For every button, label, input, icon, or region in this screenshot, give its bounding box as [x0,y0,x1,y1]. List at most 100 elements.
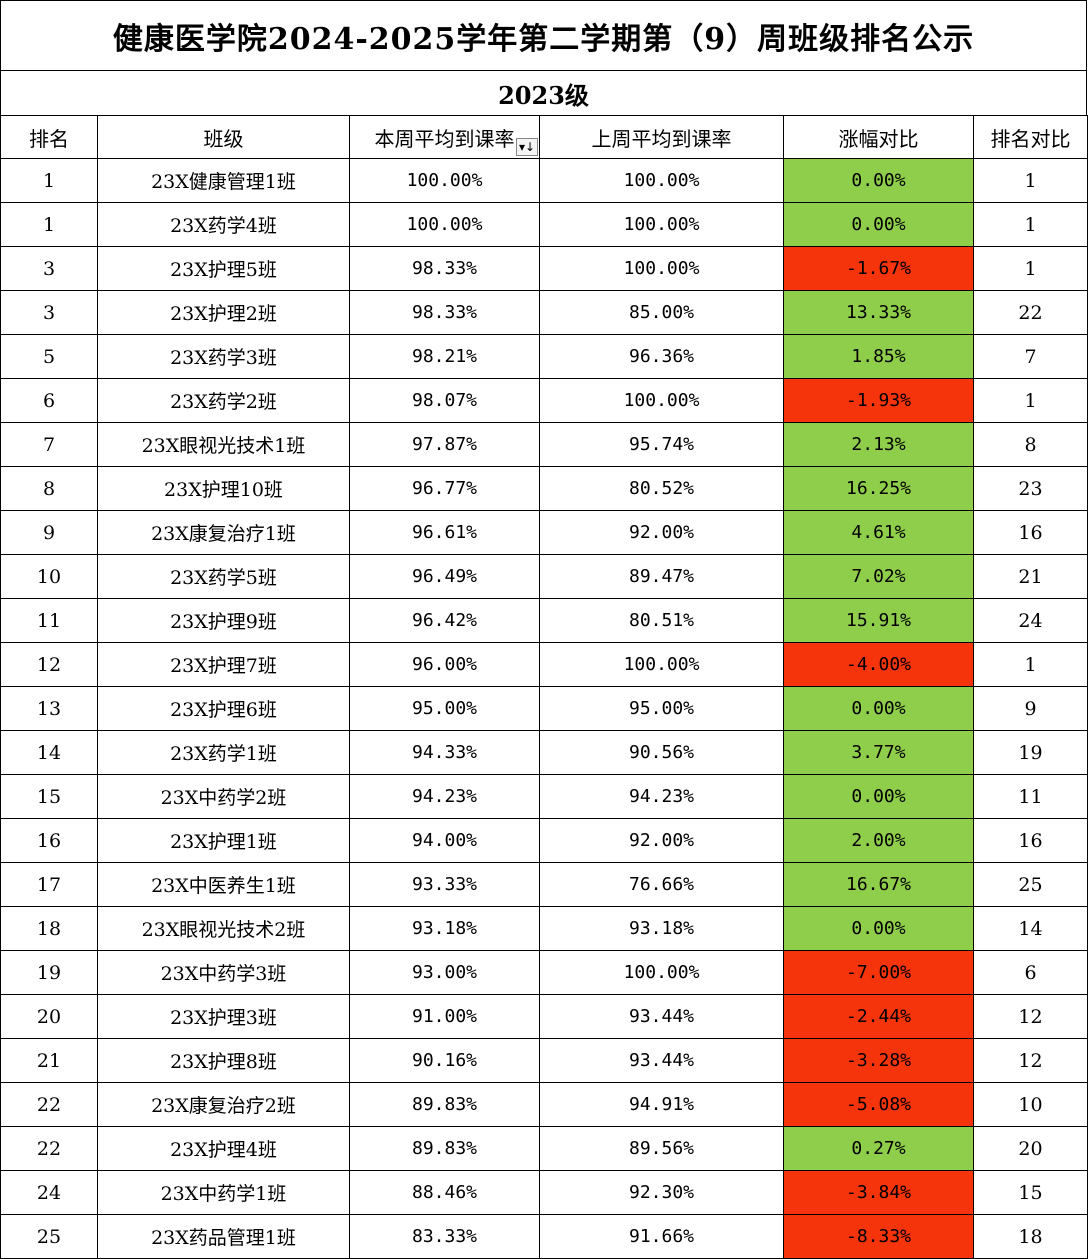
table-row: 16 23X护理1班 94.00% 92.00% 2.00% 16 [0,818,1088,863]
change-cell: -3.84% [783,1170,974,1215]
prev-rank-cell: 22 [973,290,1088,335]
prev-rank-cell: 9 [973,686,1088,731]
rank-cell: 10 [0,554,98,599]
this-week-cell: 89.83% [349,1082,540,1127]
rank-cell: 6 [0,378,98,423]
this-week-cell: 93.18% [349,906,540,951]
rank-cell: 20 [0,994,98,1039]
table-row: 5 23X药学3班 98.21% 96.36% 1.85% 7 [0,334,1088,379]
change-cell: -4.00% [783,642,974,687]
rank-cell: 1 [0,158,98,203]
last-week-cell: 100.00% [539,378,784,423]
rank-cell: 1 [0,202,98,247]
this-week-cell: 93.00% [349,950,540,995]
change-cell: 2.13% [783,422,974,467]
this-week-cell: 100.00% [349,158,540,203]
last-week-cell: 100.00% [539,950,784,995]
table-row: 13 23X护理6班 95.00% 95.00% 0.00% 9 [0,686,1088,731]
sort-filter-icon[interactable]: ▾↓ [516,138,538,156]
table-row: 9 23X康复治疗1班 96.61% 92.00% 4.61% 16 [0,510,1088,555]
table-row: 3 23X护理5班 98.33% 100.00% -1.67% 1 [0,246,1088,291]
this-week-cell: 97.87% [349,422,540,467]
header-this-week-label: 本周平均到课率 [374,126,515,151]
this-week-cell: 89.83% [349,1126,540,1171]
this-week-cell: 96.49% [349,554,540,599]
prev-rank-cell: 7 [973,334,1088,379]
last-week-cell: 100.00% [539,202,784,247]
header-rank: 排名 [0,115,98,159]
prev-rank-cell: 1 [973,378,1088,423]
rank-cell: 3 [0,290,98,335]
table-row: 22 23X护理4班 89.83% 89.56% 0.27% 20 [0,1126,1088,1171]
change-cell: 0.00% [783,906,974,951]
last-week-cell: 92.00% [539,510,784,555]
table-row: 22 23X康复治疗2班 89.83% 94.91% -5.08% 10 [0,1082,1088,1127]
change-cell: 13.33% [783,290,974,335]
this-week-cell: 98.33% [349,246,540,291]
class-cell: 23X中药学3班 [97,950,350,995]
last-week-cell: 93.44% [539,1038,784,1083]
class-cell: 23X护理9班 [97,598,350,643]
class-cell: 23X护理7班 [97,642,350,687]
class-cell: 23X护理10班 [97,466,350,511]
prev-rank-cell: 10 [973,1082,1088,1127]
prev-rank-cell: 11 [973,774,1088,819]
ranking-table: 排名 班级 本周平均到课率 ▾↓ 上周平均到课率 涨幅对比 排名对比 1 23X健康… [0,115,1088,1259]
class-cell: 23X药学2班 [97,378,350,423]
change-cell: 0.00% [783,202,974,247]
last-week-cell: 93.18% [539,906,784,951]
last-week-cell: 89.47% [539,554,784,599]
header-class: 班级 [97,115,350,159]
header-row: 排名 班级 本周平均到课率 ▾↓ 上周平均到课率 涨幅对比 排名对比 [0,115,1088,159]
last-week-cell: 93.44% [539,994,784,1039]
class-cell: 23X护理6班 [97,686,350,731]
change-cell: 0.27% [783,1126,974,1171]
table-row: 21 23X护理8班 90.16% 93.44% -3.28% 12 [0,1038,1088,1083]
table-row: 15 23X中药学2班 94.23% 94.23% 0.00% 11 [0,774,1088,819]
last-week-cell: 76.66% [539,862,784,907]
change-cell: 15.91% [783,598,974,643]
class-cell: 23X康复治疗2班 [97,1082,350,1127]
this-week-cell: 100.00% [349,202,540,247]
table-row: 12 23X护理7班 96.00% 100.00% -4.00% 1 [0,642,1088,687]
class-cell: 23X健康管理1班 [97,158,350,203]
prev-rank-cell: 19 [973,730,1088,775]
class-cell: 23X药学4班 [97,202,350,247]
rank-cell: 8 [0,466,98,511]
prev-rank-cell: 1 [973,246,1088,291]
sheet-title: 健康医学院2024-2025学年第二学期第（9）周班级排名公示 [0,0,1087,70]
last-week-cell: 100.00% [539,158,784,203]
class-cell: 23X眼视光技术1班 [97,422,350,467]
class-cell: 23X眼视光技术2班 [97,906,350,951]
this-week-cell: 98.21% [349,334,540,379]
last-week-cell: 80.52% [539,466,784,511]
rank-cell: 5 [0,334,98,379]
this-week-cell: 90.16% [349,1038,540,1083]
rank-cell: 3 [0,246,98,291]
prev-rank-cell: 1 [973,202,1088,247]
change-cell: -1.93% [783,378,974,423]
prev-rank-cell: 15 [973,1170,1088,1215]
this-week-cell: 98.07% [349,378,540,423]
prev-rank-cell: 1 [973,158,1088,203]
table-row: 20 23X护理3班 91.00% 93.44% -2.44% 12 [0,994,1088,1039]
class-cell: 23X护理2班 [97,290,350,335]
change-cell: 4.61% [783,510,974,555]
change-cell: 1.85% [783,334,974,379]
prev-rank-cell: 6 [973,950,1088,995]
this-week-cell: 98.33% [349,290,540,335]
rank-cell: 16 [0,818,98,863]
class-cell: 23X护理1班 [97,818,350,863]
rank-cell: 19 [0,950,98,995]
table-row: 24 23X中药学1班 88.46% 92.30% -3.84% 15 [0,1170,1088,1215]
this-week-cell: 96.42% [349,598,540,643]
change-cell: -1.67% [783,246,974,291]
this-week-cell: 96.61% [349,510,540,555]
last-week-cell: 85.00% [539,290,784,335]
prev-rank-cell: 23 [973,466,1088,511]
class-cell: 23X护理3班 [97,994,350,1039]
table-row: 19 23X中药学3班 93.00% 100.00% -7.00% 6 [0,950,1088,995]
class-cell: 23X中药学1班 [97,1170,350,1215]
rank-cell: 14 [0,730,98,775]
last-week-cell: 92.00% [539,818,784,863]
